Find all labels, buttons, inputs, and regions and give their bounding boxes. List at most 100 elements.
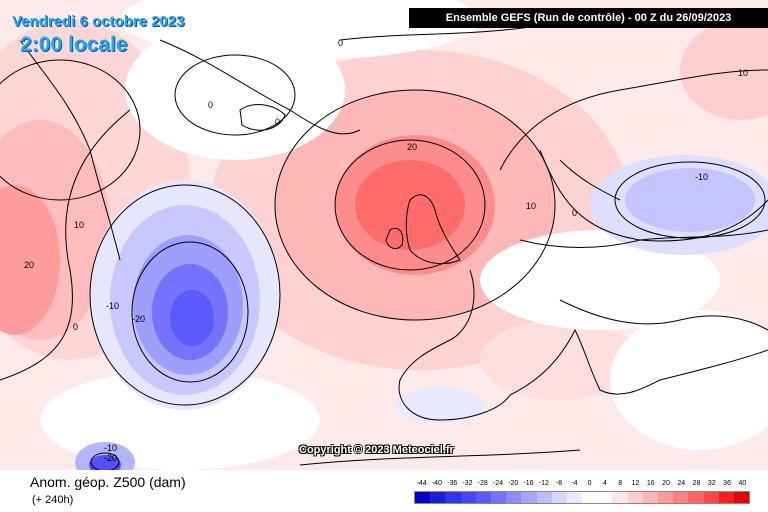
color-scale-tick-label: 32 [707, 480, 716, 487]
contour-labels: 0 0 0 0 10 10 10 20 20 -10 -20 -10 0 -10… [24, 38, 748, 463]
balkan-border [559, 299, 768, 331]
greenland-east-coast [159, 39, 361, 135]
color-scale-swatch [582, 492, 598, 503]
ireland [385, 227, 404, 250]
positive-anomaly-uk-core [355, 160, 465, 250]
copyright-notice: Copyright © 2023 Meteociel.fr [299, 444, 454, 456]
color-scale-tick-label: -32 [462, 480, 473, 487]
baltic-coast [559, 159, 621, 201]
contour-label: 10 [74, 220, 84, 230]
color-scale-tick-label: 36 [723, 480, 731, 487]
contour-lines [0, 9, 768, 470]
color-scale-tick-label: -4 [571, 480, 578, 487]
color-scale-swatch [658, 492, 674, 503]
color-scale-swatch [627, 492, 643, 503]
color-scale-swatch [521, 492, 537, 503]
color-scale-swatch [718, 492, 734, 503]
neutral-zone-arctic [120, 0, 480, 60]
positive-anomaly-northeast [680, 20, 768, 120]
color-scale-swatch [688, 492, 704, 503]
model-run-info: Ensemble GEFS (Run de contrôle) - 00 Z d… [409, 8, 768, 28]
central-europe-border [519, 229, 768, 248]
color-scale-bar [414, 491, 750, 504]
color-scale-swatch [733, 492, 750, 503]
color-scale-ticks: -44 -40 -36 -32 -28 -24 -20 -16 -12 -8 -4 0 4 8 12 16 20… [414, 480, 750, 492]
color-scale-tick-label: 20 [662, 480, 670, 487]
negative-anomaly-baltic-core [625, 168, 755, 232]
negative-anomaly-south-core [89, 455, 121, 470]
color-scale-swatch [415, 492, 431, 503]
mediterranean-coast [509, 328, 768, 396]
color-scale-swatch [430, 492, 446, 503]
color-scale-swatch [551, 492, 567, 503]
great-britain [405, 194, 461, 265]
color-scale-tick-label: 28 [692, 480, 701, 487]
neutral-zone-balkans [610, 310, 768, 450]
contour-label: 0 [572, 208, 577, 218]
color-scale-swatch [536, 492, 552, 503]
color-scale-swatch [506, 492, 522, 503]
contour-label: 20 [24, 260, 34, 270]
color-scale-swatch [642, 492, 658, 503]
color-scale-tick-label: 4 [602, 480, 607, 487]
color-scale-tick-label: -36 [447, 480, 458, 487]
color-scale-swatch [673, 492, 689, 503]
negative-anomaly-fill [75, 155, 768, 470]
contour-label: -10 [695, 172, 708, 182]
contour-0-greenland-sea [174, 54, 296, 136]
color-scale-swatch [445, 492, 461, 503]
positive-anomaly-mediterranean [480, 320, 640, 400]
contour-label: -10 [104, 443, 117, 453]
color-scale-swatch [612, 492, 628, 503]
color-scale-tick-label: -8 [555, 480, 563, 487]
contour-0-west [0, 109, 131, 381]
color-scale-swatch [490, 492, 507, 503]
contour-label: -20 [104, 453, 117, 463]
negative-anomaly-iberia [395, 387, 485, 423]
scandinavia-coast [499, 69, 768, 171]
geopotential-anomaly-map: 0 0 0 0 10 10 10 20 20 -10 -20 -10 0 -10… [0, 0, 768, 470]
contour-minus-10-baltic [614, 161, 766, 239]
forecast-local-time: 2:00 locale [20, 33, 128, 56]
contour-minus-20-atlantic [131, 241, 249, 383]
color-scale-tick-label: 40 [738, 480, 747, 487]
variable-label: Anom. géop. Z500 (dam) [30, 474, 186, 490]
color-scale-tick-label: -28 [477, 480, 488, 487]
color-scale-tick-label: -44 [416, 480, 427, 487]
negative-anomaly-atlantic-center [170, 290, 214, 346]
map-footer: Anom. géop. Z500 (dam) (+ 240h) -44 -40 -3… [0, 470, 768, 512]
contour-label: -10 [106, 301, 119, 311]
western-europe-coast [398, 269, 511, 421]
contour-label: 20 [407, 142, 417, 152]
color-scale-tick-label: 8 [618, 480, 623, 487]
forecast-date: Vendredi 6 octobre 2023 [12, 13, 185, 30]
neutral-anomaly-fill [40, 0, 768, 470]
color-scale-tick-label: -24 [492, 480, 504, 487]
color-scale-tick-label: -40 [431, 480, 442, 487]
contour-label: -20 [132, 314, 145, 324]
positive-anomaly-west-core [0, 185, 60, 335]
contour-10-uk [274, 89, 556, 321]
color-scale-tick-label: -12 [538, 480, 549, 487]
color-scale-tick-label: -20 [508, 480, 519, 487]
iceland [239, 104, 286, 131]
contour-0-south [299, 449, 581, 466]
contour-minus-20-south [90, 452, 120, 470]
contour-minus-10-atlantic [89, 184, 281, 406]
contour-label: 0 [338, 38, 343, 48]
color-scale-tick-label: -16 [523, 480, 534, 487]
contour-label: 0 [73, 322, 78, 332]
color-scale-tick-label: 12 [631, 480, 640, 487]
contour-label: 10 [738, 68, 748, 78]
greenland-west-coast [19, 39, 121, 261]
neutral-zone-central-europe [480, 230, 720, 330]
contour-10-west [0, 59, 141, 201]
contour-label: 0 [208, 100, 213, 110]
color-scale-swatch [597, 492, 613, 503]
color-scale-swatch [703, 492, 719, 503]
color-scale-tick-label: 0 [587, 480, 592, 487]
coastlines [19, 39, 768, 421]
color-scale-tick-label: 24 [677, 480, 686, 487]
lead-time-label: (+ 240h) [32, 494, 74, 506]
